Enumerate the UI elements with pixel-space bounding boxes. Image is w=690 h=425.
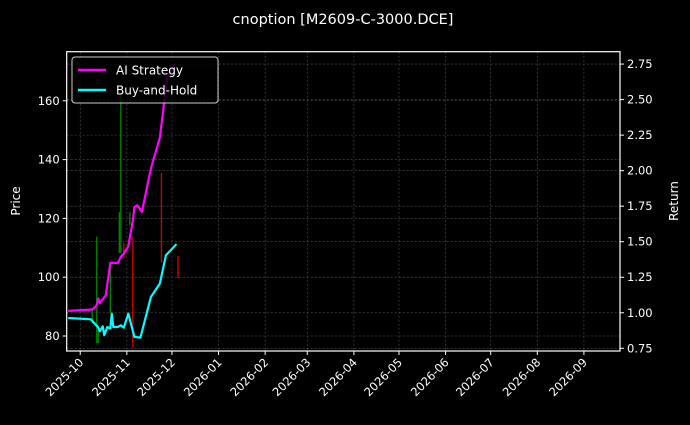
y-tick-label: 140 <box>38 153 60 167</box>
y-tick-label: 100 <box>38 270 60 284</box>
y-right-tick-label: 1.75 <box>627 199 653 213</box>
series-lines <box>68 63 178 339</box>
y-tick-label: 80 <box>45 329 60 343</box>
y-right-tick-label: 0.75 <box>627 341 653 355</box>
y-tick-label: 160 <box>38 94 60 108</box>
chart-title: cnoption [M2609-C-3000.DCE] <box>233 12 454 28</box>
plot-frame <box>66 51 621 352</box>
y-right-tick-label: 1.00 <box>627 306 653 320</box>
series-line-ai-strategy <box>68 63 176 312</box>
legend-box <box>71 56 219 104</box>
y-axis-left: 80 100 120 140 160 <box>38 94 67 343</box>
y-right-tick-label: 2.50 <box>627 93 653 107</box>
legend: AI Strategy Buy-and-Hold <box>71 56 219 104</box>
y-right-tick-label: 2.75 <box>627 57 653 71</box>
y-right-tick-label: 2.00 <box>627 164 653 178</box>
y-axis-right: 0.75 1.00 1.25 1.50 1.75 2.00 2.25 2.50 2.75 <box>620 57 653 355</box>
y-tick-label: 120 <box>38 211 60 225</box>
y-right-tick-label: 1.25 <box>627 270 653 284</box>
y-right-tick-label: 1.50 <box>627 235 653 249</box>
series-line-buy-and-hold <box>68 243 178 339</box>
y-right-tick-label: 2.25 <box>627 128 653 142</box>
legend-label-buy-and-hold: Buy-and-Hold <box>116 84 197 98</box>
y-axis-label: Price <box>9 186 23 215</box>
legend-label-ai-strategy: AI Strategy <box>116 64 183 78</box>
y-axis-right-label: Return <box>667 181 681 221</box>
